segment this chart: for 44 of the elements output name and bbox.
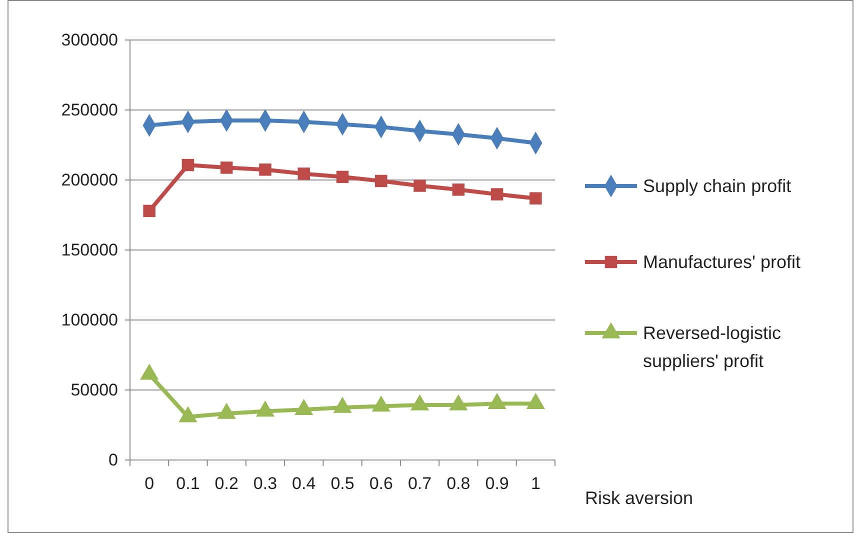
point	[298, 168, 310, 180]
point	[375, 174, 388, 188]
point	[178, 406, 198, 422]
x-tick-label: 0.4	[292, 474, 316, 493]
y-tick-label: 0	[108, 450, 118, 470]
point	[410, 394, 430, 410]
point	[490, 188, 504, 200]
point	[182, 158, 194, 172]
x-tick-label: 0	[144, 474, 154, 493]
point	[452, 184, 465, 196]
x-tick-label: 0.6	[369, 474, 393, 493]
point	[294, 398, 314, 415]
legend-label: Reversed-logistic suppliers' profit	[643, 323, 782, 371]
x-tick-label: 0.5	[330, 474, 354, 493]
x-axis-title: Risk aversion	[585, 488, 694, 508]
y-tick-label: 300000	[61, 30, 118, 50]
x-tick-label: 0.7	[408, 474, 432, 493]
point	[372, 395, 390, 412]
point	[449, 394, 468, 410]
point	[140, 364, 159, 380]
x-tick-label: 1	[530, 474, 540, 493]
x-tick-label: 0.9	[485, 474, 509, 493]
legend-label: Manufactures' profit	[643, 252, 801, 272]
x-tick-label: 0.8	[446, 474, 470, 493]
y-tick-label: 100000	[61, 310, 118, 330]
point	[259, 164, 272, 176]
legend-label: Supply chain profit	[643, 176, 792, 196]
y-tick-label: 150000	[61, 240, 118, 260]
point	[526, 392, 545, 409]
x-tick-label: 0.1	[176, 474, 200, 493]
y-tick-label: 200000	[61, 170, 118, 190]
point	[414, 180, 426, 192]
point	[488, 392, 506, 409]
y-tick-label: 50000	[70, 380, 118, 400]
point	[143, 204, 156, 218]
point	[217, 402, 236, 419]
point	[256, 400, 275, 417]
point	[530, 192, 542, 204]
x-tick-label: 0.2	[214, 474, 238, 493]
x-tick-label: 0.3	[253, 474, 278, 493]
point	[333, 396, 352, 413]
point	[336, 170, 349, 184]
point	[220, 162, 233, 174]
y-tick-label: 250000	[61, 100, 118, 120]
